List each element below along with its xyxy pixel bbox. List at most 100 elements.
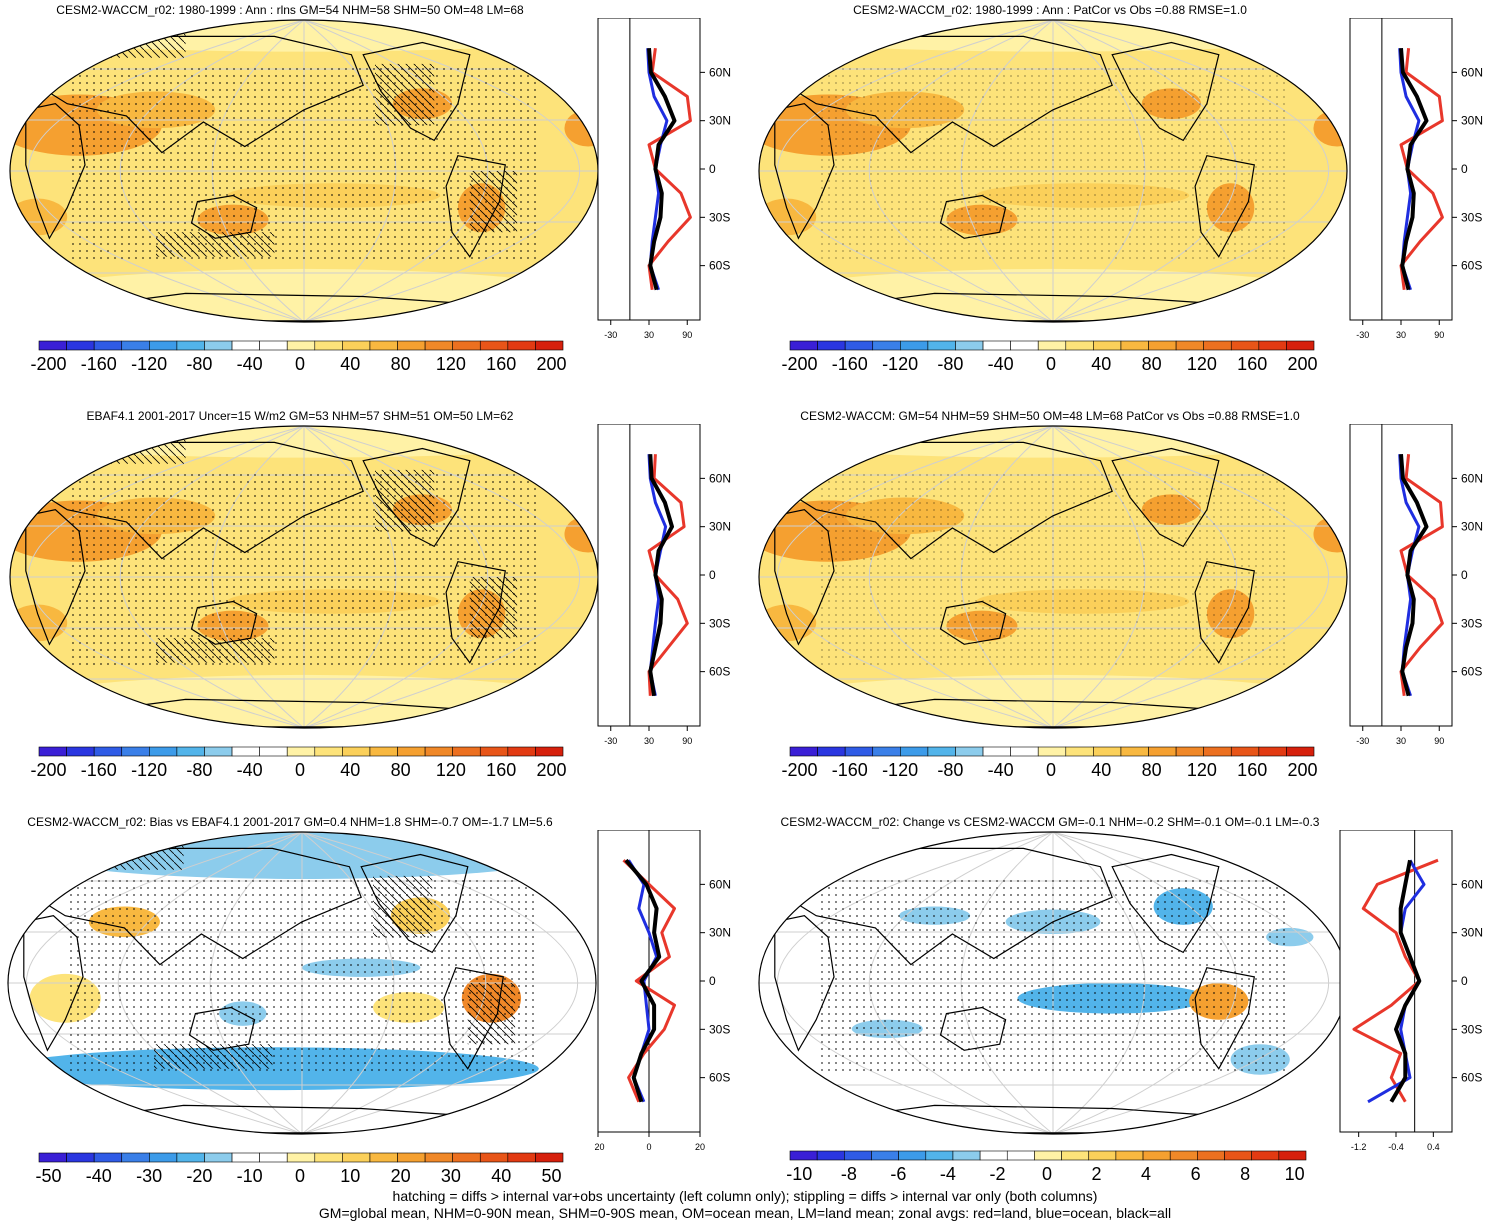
- colorbar-tick-label: -4: [939, 1164, 956, 1184]
- lat-tick-label: 30N: [709, 520, 731, 534]
- zonal-x-tick-label: -30: [604, 736, 617, 746]
- colorbar-swatch: [176, 340, 205, 351]
- lat-tick-label: 60S: [709, 259, 730, 273]
- zonal-series-all: [1399, 454, 1429, 697]
- colorbar-tick-label: -200: [781, 760, 818, 780]
- colorbar-tick-label: 0: [294, 760, 306, 780]
- zonal-x-tick-label: -0.4: [1388, 1142, 1404, 1152]
- map-p5: [7, 831, 597, 1135]
- colorbar: [789, 1150, 1307, 1161]
- colorbar-tick-label: -200: [781, 354, 818, 374]
- zonal-x-tick-label: -30: [604, 330, 617, 340]
- lat-tick-label: 60S: [709, 1071, 730, 1085]
- panel-title: CESM2-WACCM_r02: Bias vs EBAF4.1 2001-20…: [27, 815, 553, 829]
- map-p4: [758, 425, 1348, 729]
- lat-tick-label: 0: [709, 162, 716, 176]
- lat-tick-label: 60N: [709, 471, 731, 485]
- colorbar-swatch: [1010, 340, 1039, 351]
- colorbar-swatch: [286, 340, 316, 351]
- colorbar-swatch: [507, 746, 536, 757]
- colorbar-tick-label: -120: [131, 760, 168, 780]
- colorbar-swatch: [66, 746, 95, 757]
- colorbar-tick-label: 20: [390, 1166, 411, 1186]
- colorbar-swatch: [1088, 1150, 1117, 1161]
- colorbar-swatch: [1065, 746, 1094, 757]
- colorbar-swatch: [369, 1152, 398, 1163]
- colorbar-tick-label: 4: [1141, 1164, 1152, 1184]
- panel-title: CESM2-WACCM_r02: 1980-1999 : Ann : PatCo…: [853, 3, 1247, 17]
- colorbar-swatch: [535, 746, 564, 757]
- colorbar-swatch: [535, 340, 564, 351]
- colorbar-tick-label: -40: [987, 760, 1014, 780]
- colorbar-swatch: [259, 746, 288, 757]
- colorbar-swatch: [1037, 746, 1067, 757]
- colorbar-swatch: [204, 746, 233, 757]
- colorbar-swatch: [507, 1152, 536, 1163]
- colorbar-swatch: [342, 1152, 371, 1163]
- lat-tick-label: 30N: [709, 114, 731, 128]
- colorbar-swatch: [38, 340, 67, 351]
- colorbar-swatch: [872, 746, 901, 757]
- colorbar-swatch: [1203, 340, 1232, 351]
- colorbar-tick-label: 40: [491, 1166, 512, 1186]
- colorbar-swatch: [1093, 746, 1122, 757]
- colorbar-tick-label: -50: [35, 1166, 62, 1186]
- colorbar: [38, 1152, 564, 1163]
- colorbar-tick-label: -8: [840, 1164, 857, 1184]
- colorbar-swatch: [38, 746, 67, 757]
- lat-tick-label: 30N: [709, 926, 731, 940]
- colorbar-swatch: [1120, 340, 1149, 351]
- colorbar-swatch: [424, 1152, 453, 1163]
- colorbar-tick-label: 160: [1237, 354, 1268, 374]
- colorbar-swatch: [900, 746, 929, 757]
- colorbar-tick-label: -80: [937, 760, 964, 780]
- panel-title: CESM2-WACCM_r02: 1980-1999 : Ann : rlns …: [56, 3, 524, 17]
- zonal-x-tick-label: 0.4: [1427, 1142, 1440, 1152]
- zonal-x-tick-label: 90: [682, 736, 692, 746]
- panel-title: EBAF4.1 2001-2017 Uncer=15 W/m2 GM=53 NH…: [86, 409, 514, 423]
- colorbar-swatch: [1061, 1150, 1090, 1161]
- lat-tick-label: 60S: [709, 665, 730, 679]
- lat-tick-label: 0: [1461, 568, 1468, 582]
- colorbar-tick-label: -20: [186, 1166, 213, 1186]
- colorbar-swatch: [1278, 1150, 1307, 1161]
- footer-line-2: GM=global mean, NHM=0-90N mean, SHM=0-90…: [318, 1205, 1172, 1221]
- colorbar-tick-label: -10: [786, 1164, 813, 1184]
- lat-tick-label: 30S: [1461, 1022, 1482, 1036]
- colorbar-swatch: [479, 1152, 509, 1163]
- footer-line-1: hatching = diffs > internal var+obs unce…: [392, 1188, 1098, 1204]
- colorbar-swatch: [927, 746, 956, 757]
- lat-tick-label: 60N: [1461, 471, 1483, 485]
- colorbar-tick-label: 120: [435, 354, 466, 374]
- colorbar-tick-label: 8: [1240, 1164, 1251, 1184]
- lat-tick-label: 30N: [1461, 926, 1483, 940]
- zonal-series-all: [648, 454, 674, 697]
- panel-title: CESM2-WACCM_r02: Change vs CESM2-WACCM G…: [780, 815, 1320, 829]
- colorbar-tick-label: 200: [1287, 354, 1318, 374]
- map-p3: [9, 425, 599, 729]
- colorbar-tick-label: 120: [1186, 760, 1217, 780]
- colorbar-swatch: [286, 746, 316, 757]
- colorbar-swatch: [817, 340, 846, 351]
- colorbar-swatch: [1258, 746, 1287, 757]
- colorbar-swatch: [1120, 746, 1149, 757]
- colorbar-tick-label: -6: [890, 1164, 907, 1184]
- lat-tick-label: 60N: [709, 877, 731, 891]
- colorbar-swatch: [900, 340, 929, 351]
- colorbar-swatch: [816, 1150, 845, 1161]
- colorbar-tick-label: -160: [831, 760, 868, 780]
- colorbar-swatch: [342, 340, 371, 351]
- colorbar-swatch: [1224, 1150, 1252, 1161]
- colorbar-swatch: [479, 340, 509, 351]
- colorbar-swatch: [1286, 746, 1315, 757]
- colorbar-swatch: [314, 1152, 343, 1163]
- colorbar-tick-label: -120: [882, 760, 919, 780]
- coastline-africa: [23, 915, 84, 1052]
- colorbar-swatch: [121, 746, 150, 757]
- colorbar-tick-label: -30: [136, 1166, 163, 1186]
- coastline-africa: [25, 103, 86, 240]
- colorbar-swatch: [1230, 746, 1260, 757]
- colorbar-tick-label: -40: [236, 354, 263, 374]
